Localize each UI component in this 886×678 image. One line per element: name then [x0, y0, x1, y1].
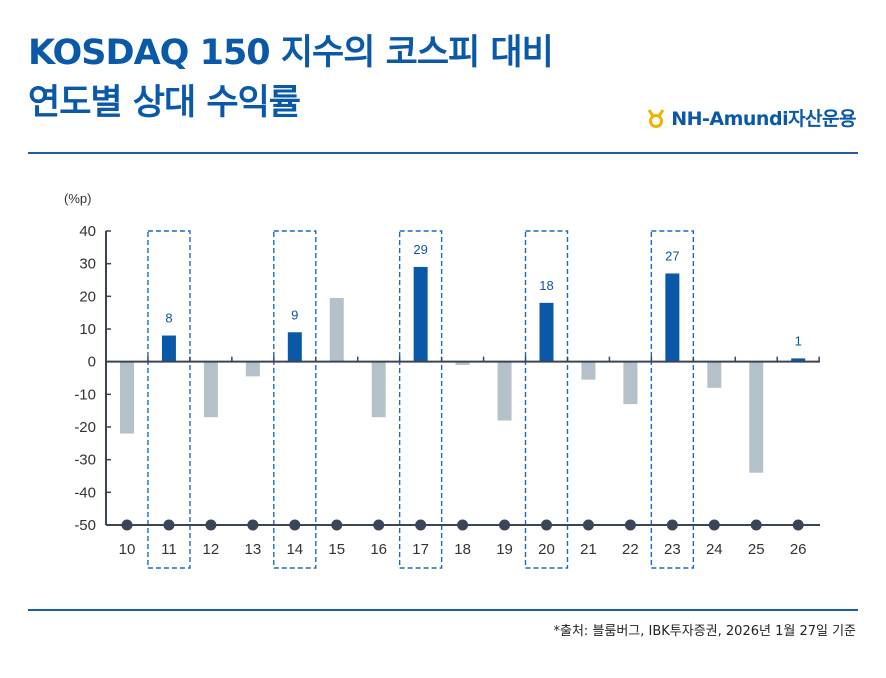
x-axis-dot: [499, 519, 511, 531]
x-tick-label: 17: [412, 541, 429, 558]
x-tick-label: 15: [328, 541, 345, 558]
x-axis-dot: [582, 519, 594, 531]
y-tick-label: -50: [74, 517, 96, 534]
bar-15: [329, 297, 344, 362]
bar-25: [749, 361, 764, 473]
x-tick-label: 24: [706, 541, 723, 558]
x-tick-label: 22: [622, 541, 639, 558]
x-axis-dot: [247, 519, 259, 531]
data-label-26: 1: [795, 333, 802, 348]
x-tick-label: 20: [538, 541, 555, 558]
x-tick-label: 13: [245, 541, 262, 558]
x-tick-label: 23: [664, 541, 681, 558]
y-tick-label: 40: [79, 223, 96, 240]
x-axis-dot: [373, 519, 385, 531]
bottom-divider: [28, 609, 858, 611]
x-axis-dot: [541, 519, 552, 531]
x-axis-dot: [289, 519, 301, 531]
source-note: *출처: 블룸버그, IBK투자증권, 2026년 1월 27일 기준: [553, 624, 856, 639]
bar-17: [413, 266, 428, 362]
y-tick-label: 0: [88, 354, 96, 371]
x-tick-label: 12: [203, 541, 220, 558]
bar-20: [539, 302, 554, 362]
x-axis-dot: [624, 519, 636, 531]
bar-18: [455, 361, 470, 365]
bar-10: [120, 361, 134, 434]
title-line-2: 연도별 상대 수익률: [28, 83, 301, 123]
logo-text: NH-Amundi자산운용: [671, 108, 856, 130]
x-tick-label: 25: [748, 541, 765, 558]
x-tick-label: 19: [496, 541, 513, 558]
x-tick-label: 11: [161, 541, 177, 558]
y-tick-label: 20: [79, 288, 96, 305]
y-tick-label: 10: [79, 321, 96, 338]
x-axis-dot: [666, 519, 678, 531]
highlight-box-20: [524, 230, 569, 569]
data-label-23: 27: [665, 248, 679, 263]
y-tick-label: -10: [74, 386, 96, 403]
x-axis-dot: [205, 519, 217, 531]
data-label-17: 29: [413, 242, 427, 257]
x-axis-dot: [121, 519, 133, 531]
x-tick-label: 10: [119, 541, 136, 558]
bar-14: [287, 332, 302, 362]
bar-21: [581, 361, 596, 380]
x-tick-label: 14: [286, 541, 303, 558]
highlight-box-14: [273, 230, 317, 569]
highlight-box-11: [147, 230, 191, 569]
bar-26: [791, 358, 806, 362]
y-axis-label: (%p): [64, 191, 91, 206]
x-axis-dot: [415, 519, 427, 531]
x-tick-label: 26: [790, 541, 807, 558]
bar-19: [497, 361, 512, 421]
y-tick-label: 30: [79, 256, 96, 273]
x-axis-dot: [750, 519, 762, 531]
nh-logo-icon: [647, 108, 665, 128]
x-axis-dot: [792, 519, 804, 531]
highlight-box-17: [398, 230, 443, 569]
bar-16: [371, 361, 386, 418]
y-tick-label: -40: [74, 484, 96, 501]
title-line-1: KOSDAQ 150 지수의 코스피 대비: [28, 33, 554, 73]
highlight-box-23: [650, 230, 695, 569]
data-label-14: 9: [291, 307, 298, 322]
bar-11: [161, 335, 176, 362]
bar-13: [245, 361, 260, 377]
x-axis-dot: [457, 519, 469, 531]
y-tick-label: -30: [74, 452, 96, 469]
y-tick-label: -20: [74, 419, 96, 436]
bar-22: [623, 361, 638, 405]
x-tick-label: 16: [370, 541, 387, 558]
bar-12: [203, 361, 218, 418]
data-label-20: 18: [539, 278, 553, 293]
data-label-11: 8: [165, 311, 172, 326]
x-axis-dot: [163, 519, 175, 531]
brand-logo: NH-Amundi자산운용: [647, 104, 856, 131]
x-tick-label: 21: [580, 541, 597, 558]
x-tick-label: 18: [454, 541, 471, 558]
x-axis-dot: [331, 519, 343, 531]
page-title: KOSDAQ 150 지수의 코스피 대비 연도별 상대 수익률: [28, 28, 554, 128]
bar-23: [665, 273, 680, 362]
top-divider: [28, 152, 858, 154]
bar-24: [707, 361, 722, 388]
x-axis-dot: [708, 519, 720, 531]
